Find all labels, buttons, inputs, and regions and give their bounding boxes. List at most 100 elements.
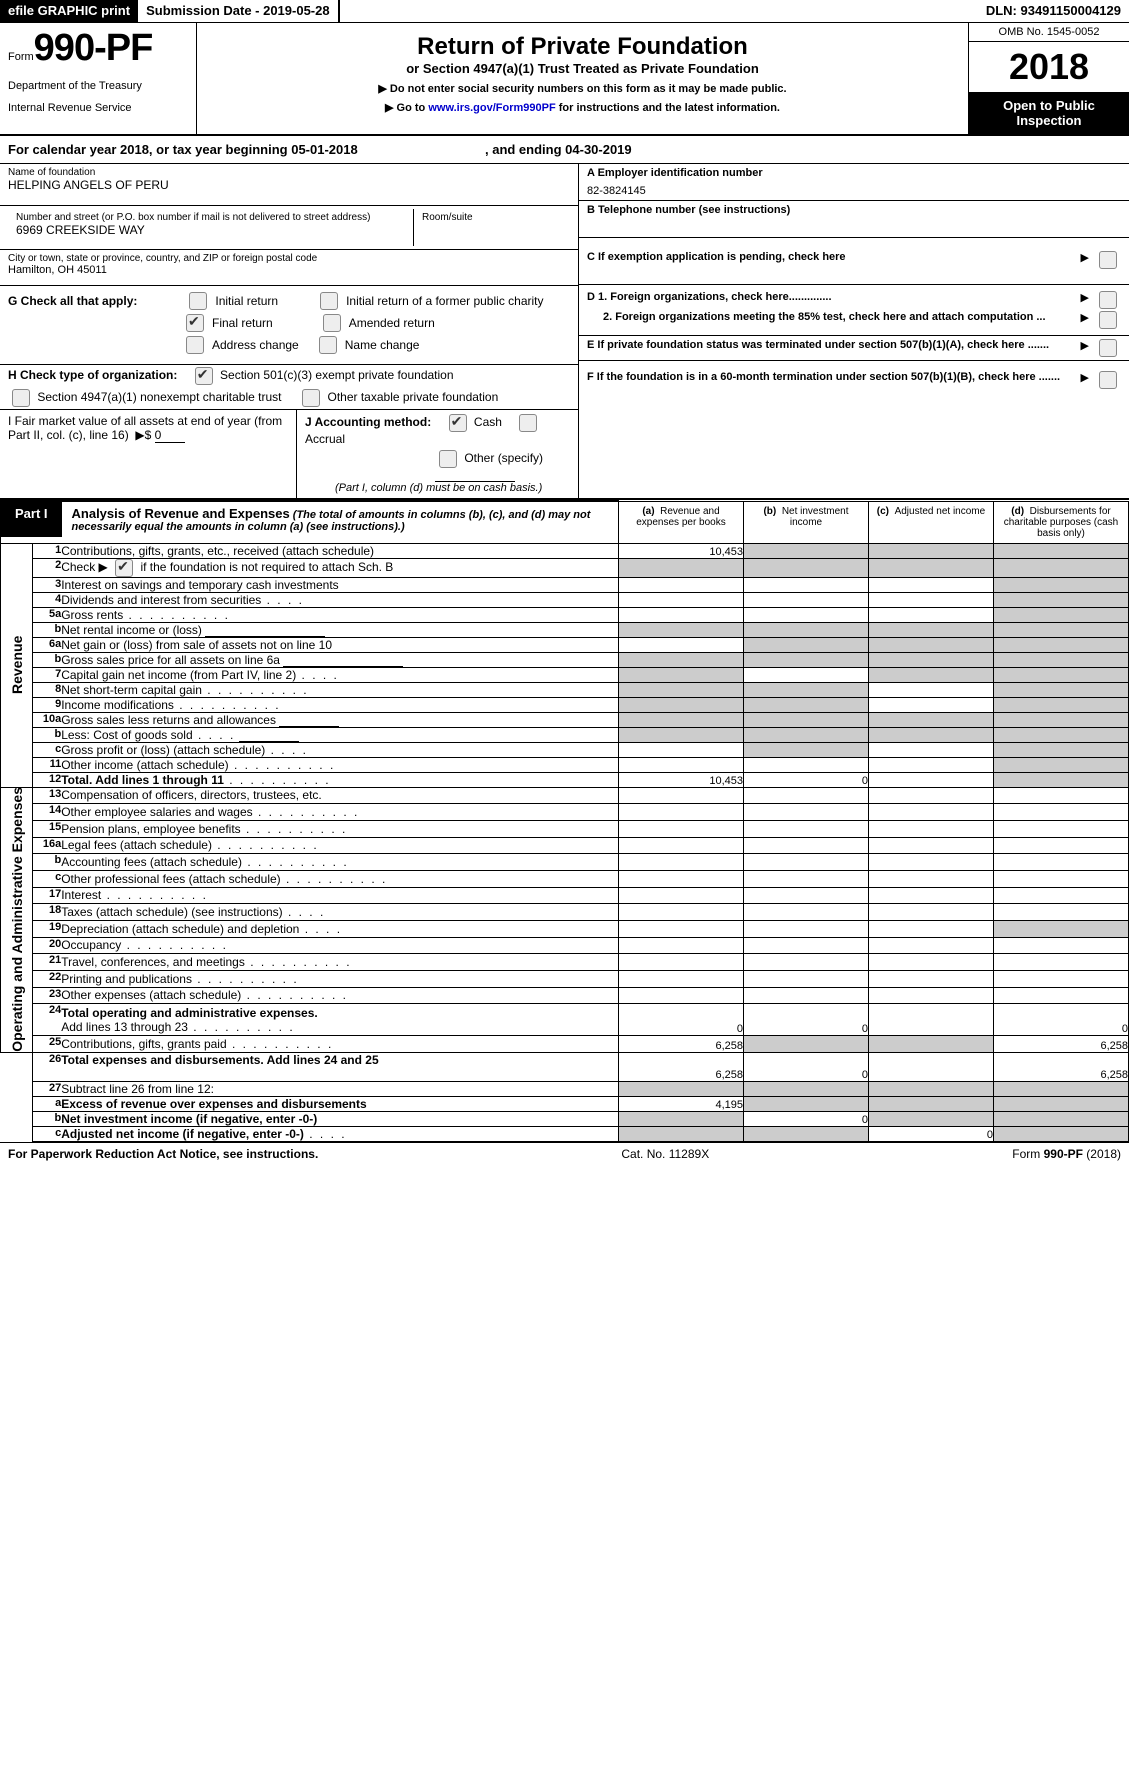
row-15: 15Pension plans, employee benefits [1, 820, 1129, 837]
checkbox-amended-return[interactable] [323, 314, 341, 332]
row-5b: bNet rental income or (loss) [1, 622, 1129, 637]
row-17: 17Interest [1, 887, 1129, 904]
submission-date: Submission Date - 2019-05-28 [138, 0, 340, 22]
row-2: 2 Check ▶ if the foundation is not requi… [1, 558, 1129, 577]
row-12: 12Total. Add lines 1 through 1110,4530 [1, 772, 1129, 787]
row-6b: bGross sales price for all assets on lin… [1, 652, 1129, 667]
row-27c: cAdjusted net income (if negative, enter… [1, 1127, 1129, 1142]
checkbox-initial-return[interactable] [189, 292, 207, 310]
box-d: D 1. Foreign organizations, check here..… [579, 285, 1129, 336]
r1-col-a: 10,453 [619, 543, 744, 558]
form-prefix: Form [8, 51, 34, 63]
section-h: H Check type of organization: Section 50… [0, 365, 578, 410]
row-11: 11Other income (attach schedule) [1, 757, 1129, 772]
part1-table: Part I Analysis of Revenue and Expenses … [0, 500, 1129, 1142]
room-suite-label: Room/suite [422, 212, 562, 223]
form-subtitle: or Section 4947(a)(1) Trust Treated as P… [207, 61, 958, 76]
checkbox-exemption-pending[interactable] [1099, 251, 1117, 269]
dept-irs: Internal Revenue Service [8, 102, 188, 114]
fmv-value: 0 [155, 428, 185, 443]
form-title: Return of Private Foundation [207, 33, 958, 61]
efile-label: efile GRAPHIC print [0, 0, 138, 22]
row-22: 22Printing and publications [1, 970, 1129, 987]
checkbox-status-terminated[interactable] [1099, 339, 1117, 357]
checkbox-address-change[interactable] [186, 336, 204, 354]
box-e: E If private foundation status was termi… [579, 336, 1129, 361]
checkbox-other-taxable[interactable] [302, 389, 320, 407]
row-9: 9Income modifications [1, 697, 1129, 712]
row-23: 23Other expenses (attach schedule) [1, 987, 1129, 1004]
open-inspection: Open to Public Inspection [969, 92, 1129, 134]
row-14: 14Other employee salaries and wages [1, 804, 1129, 821]
checkbox-85pct[interactable] [1099, 311, 1117, 329]
row-16b: bAccounting fees (attach schedule) [1, 854, 1129, 871]
row-16a: 16aLegal fees (attach schedule) [1, 837, 1129, 854]
j-label: J Accounting method: [305, 415, 431, 429]
box-b: B Telephone number (see instructions) [579, 201, 1129, 238]
note-ssn: Do not enter social security numbers on … [390, 83, 787, 95]
top-bar: efile GRAPHIC print Submission Date - 20… [0, 0, 1129, 23]
row-25: 25Contributions, gifts, grants paid6,258… [1, 1036, 1129, 1053]
row-16c: cOther professional fees (attach schedul… [1, 870, 1129, 887]
row-19: 19Depreciation (attach schedule) and dep… [1, 920, 1129, 937]
form-ref: Form 990-PF (2018) [1012, 1147, 1121, 1161]
expenses-side-label: Operating and Administrative Expenses [1, 787, 33, 1053]
row-5a: 5aGross rents [1, 607, 1129, 622]
checkbox-other-method[interactable] [439, 450, 457, 468]
row-26: 26Total expenses and disbursements. Add … [1, 1053, 1129, 1082]
checkbox-cash[interactable] [449, 414, 467, 432]
part1-tag: Part I [1, 502, 62, 537]
row-24: 24Total operating and administrative exp… [1, 1004, 1129, 1036]
calendar-year-line: For calendar year 2018, or tax year begi… [0, 136, 1129, 164]
name-box: Name of foundation HELPING ANGELS OF PER… [0, 164, 578, 206]
city-box: City or town, state or province, country… [0, 250, 578, 286]
row-18: 18Taxes (attach schedule) (see instructi… [1, 904, 1129, 921]
note-goto-pre: Go to [397, 102, 429, 114]
ein-value: 82-3824145 [587, 185, 1121, 197]
h-label: H Check type of organization: [8, 368, 177, 382]
section-g: G Check all that apply: Initial return I… [0, 286, 578, 365]
row-27a: aExcess of revenue over expenses and dis… [1, 1097, 1129, 1112]
box-f: F If the foundation is in a 60-month ter… [579, 361, 1129, 399]
part1-title: Analysis of Revenue and Expenses [72, 506, 290, 521]
dept-treasury: Department of the Treasury [8, 80, 188, 92]
box-c: C If exemption application is pending, c… [579, 238, 1129, 285]
street-address: 6969 CREEKSIDE WAY [16, 223, 405, 237]
form-number: 990-PF [34, 27, 153, 69]
note-goto-post: for instructions and the latest informat… [556, 102, 780, 114]
omb-number: OMB No. 1545-0052 [969, 23, 1129, 42]
checkbox-4947a1[interactable] [12, 389, 30, 407]
row-4: 4Dividends and interest from securities [1, 592, 1129, 607]
row-8: 8Net short-term capital gain [1, 682, 1129, 697]
checkbox-name-change[interactable] [319, 336, 337, 354]
row-6a: 6aNet gain or (loss) from sale of assets… [1, 637, 1129, 652]
instructions-link[interactable]: www.irs.gov/Form990PF [428, 102, 555, 114]
checkbox-foreign-org[interactable] [1099, 291, 1117, 309]
row-3: 3Interest on savings and temporary cash … [1, 577, 1129, 592]
foundation-name: HELPING ANGELS OF PERU [8, 178, 570, 192]
row-10c: cGross profit or (loss) (attach schedule… [1, 742, 1129, 757]
row-13: Operating and Administrative Expenses 13… [1, 787, 1129, 804]
paperwork-notice: For Paperwork Reduction Act Notice, see … [8, 1147, 318, 1161]
form-header: Form990-PF Department of the Treasury In… [0, 23, 1129, 136]
dln: DLN: 93491150004129 [978, 0, 1129, 22]
checkbox-accrual[interactable] [519, 414, 537, 432]
checkbox-final-return[interactable] [186, 314, 204, 332]
checkbox-501c3[interactable] [195, 367, 213, 385]
footer: For Paperwork Reduction Act Notice, see … [0, 1142, 1129, 1165]
checkbox-sch-b[interactable] [115, 559, 133, 577]
city-state-zip: Hamilton, OH 45011 [8, 264, 570, 276]
row-7: 7Capital gain net income (from Part IV, … [1, 667, 1129, 682]
tax-year: 2018 [969, 42, 1129, 92]
checkbox-initial-former[interactable] [320, 292, 338, 310]
row-10b: bLess: Cost of goods sold [1, 727, 1129, 742]
section-ij: I Fair market value of all assets at end… [0, 410, 578, 498]
row-10a: 10aGross sales less returns and allowanc… [1, 712, 1129, 727]
i-label: I Fair market value of all assets at end… [8, 414, 282, 442]
row-1: Revenue 1 Contributions, gifts, grants, … [1, 543, 1129, 558]
cat-no: Cat. No. 11289X [621, 1147, 709, 1161]
row-27b: bNet investment income (if negative, ent… [1, 1112, 1129, 1127]
checkbox-60month[interactable] [1099, 371, 1117, 389]
box-a: A Employer identification number 82-3824… [579, 164, 1129, 201]
row-21: 21Travel, conferences, and meetings [1, 954, 1129, 971]
